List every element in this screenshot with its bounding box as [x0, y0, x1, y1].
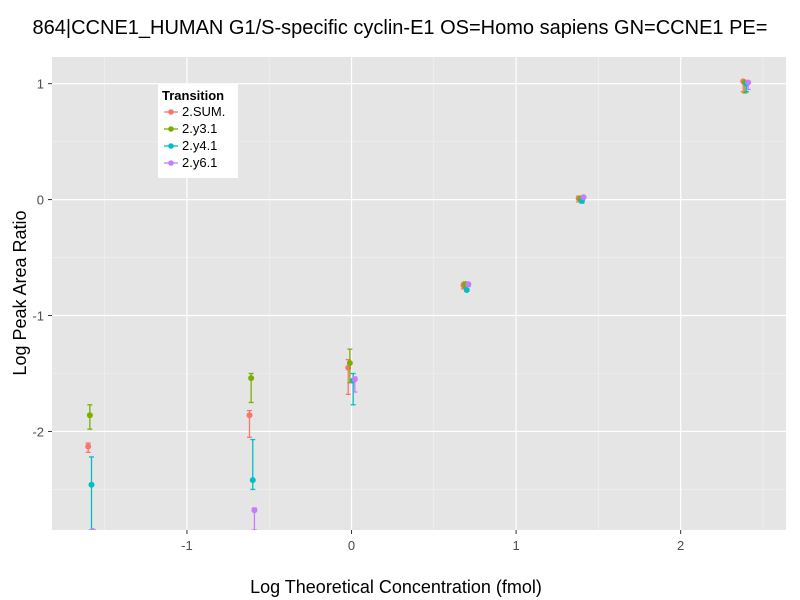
data-point [351, 376, 358, 383]
data-marks [85, 78, 752, 530]
legend-label: 2.y6.1 [182, 155, 217, 170]
legend-label: 2.y3.1 [182, 121, 217, 136]
legend-items: 2.SUM. 2.y3.1 2.y4.1 2.y6.1 [164, 104, 225, 170]
y-tick-label: -2 [32, 424, 44, 439]
x-axis-ticks: -1 0 1 2 [181, 530, 684, 553]
legend-key-point [168, 109, 174, 115]
legend: Transition 2.SUM. 2.y3.1 2.y4.1 2.y6.1 [158, 84, 238, 178]
y-axis-ticks: -2 -1 0 1 [32, 77, 52, 439]
y-tick-label: 1 [37, 77, 44, 92]
x-tick-label: 2 [677, 538, 684, 553]
legend-label: 2.SUM. [182, 104, 225, 119]
legend-item: 2.SUM. [164, 104, 225, 119]
data-point [346, 360, 353, 367]
y-tick-label: 0 [37, 193, 44, 208]
x-tick-label: 0 [348, 538, 355, 553]
legend-item: 2.y6.1 [164, 155, 217, 170]
data-point [88, 481, 95, 488]
data-point [745, 79, 752, 86]
data-point [85, 443, 92, 450]
plot-area [85, 78, 752, 530]
legend-key-point [168, 143, 174, 149]
legend-title: Transition [162, 88, 224, 103]
chart-title: 864|CCNE1_HUMAN G1/S-specific cyclin-E1 … [33, 17, 768, 39]
major-gridlines [52, 57, 786, 530]
y-tick-label: -1 [32, 309, 44, 324]
x-axis-title: Log Theoretical Concentration (fmol) [250, 577, 542, 597]
data-point [580, 194, 587, 201]
legend-item: 2.y3.1 [164, 121, 217, 136]
legend-label: 2.y4.1 [182, 138, 217, 153]
legend-item: 2.y4.1 [164, 138, 217, 153]
data-point [86, 412, 93, 419]
data-point [465, 281, 472, 288]
data-point [246, 412, 253, 419]
x-tick-label: -1 [181, 538, 193, 553]
legend-key-point [168, 160, 174, 166]
series-2.y6.1 [90, 79, 752, 530]
y-axis-title: Log Peak Area Ratio [10, 210, 30, 375]
data-point [248, 375, 255, 382]
data-point [249, 477, 256, 484]
legend-key-point [168, 126, 174, 132]
data-point [251, 507, 258, 514]
data-point [463, 287, 470, 294]
data-point [90, 528, 96, 530]
x-tick-label: 1 [512, 538, 519, 553]
